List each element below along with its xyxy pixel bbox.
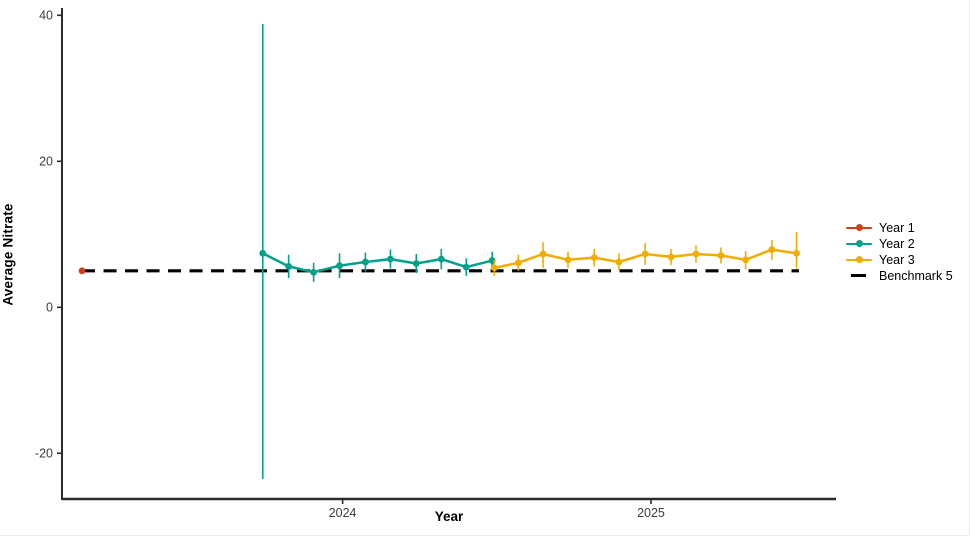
legend-item-series-1-key-icon	[846, 221, 872, 234]
point-series-3	[667, 253, 675, 261]
y-tick-label: 20	[39, 154, 53, 168]
point-series-3	[490, 264, 498, 272]
point-series-3	[793, 249, 800, 257]
x-tick-label: 2025	[637, 506, 665, 520]
legend: Year 1 Year 2 Year 3 Benchmark 5	[846, 220, 953, 283]
x-tick-label: 2024	[329, 506, 357, 520]
point-series-3	[590, 254, 598, 262]
point-series-2	[462, 263, 470, 271]
legend-item-series-2-key-icon	[846, 237, 872, 250]
legend-item-benchmark: Benchmark 5	[846, 268, 953, 283]
legend-item-benchmark-key-icon	[846, 269, 872, 282]
y-tick-label: -20	[35, 446, 53, 460]
point-series-3	[615, 258, 623, 266]
x-axis-title: Year	[434, 509, 464, 524]
point-series-3	[641, 250, 649, 258]
point-series-3	[742, 256, 750, 264]
point-series-3	[539, 250, 547, 258]
point-series-2	[437, 255, 445, 263]
legend-item-series-2: Year 2	[846, 236, 953, 251]
legend-item-benchmark-label: Benchmark 5	[879, 268, 953, 283]
point-series-3	[564, 256, 572, 264]
y-axis-title: Average Nitrate	[0, 203, 16, 306]
point-series-3	[768, 246, 776, 254]
point-series-1	[78, 267, 86, 275]
point-series-2	[285, 263, 293, 270]
y-tick-label: 0	[46, 300, 53, 314]
legend-item-series-1: Year 1	[846, 220, 953, 235]
legend-item-series-3-key-icon	[846, 253, 872, 266]
legend-item-series-2-label: Year 2	[879, 236, 915, 251]
point-series-2	[336, 262, 343, 270]
legend-item-series-3: Year 3	[846, 252, 953, 267]
point-series-2	[310, 268, 318, 276]
point-series-2	[362, 258, 369, 266]
point-series-2	[412, 260, 420, 267]
point-series-2	[387, 255, 394, 263]
legend-item-series-1-label: Year 1	[879, 220, 915, 235]
line-series-2	[261, 252, 494, 274]
point-series-3	[717, 252, 725, 259]
point-series-3	[514, 259, 522, 267]
point-series-2	[259, 249, 267, 257]
point-series-3	[692, 250, 700, 258]
legend-item-series-3-label: Year 3	[879, 252, 915, 267]
y-tick-label: 40	[39, 8, 53, 22]
